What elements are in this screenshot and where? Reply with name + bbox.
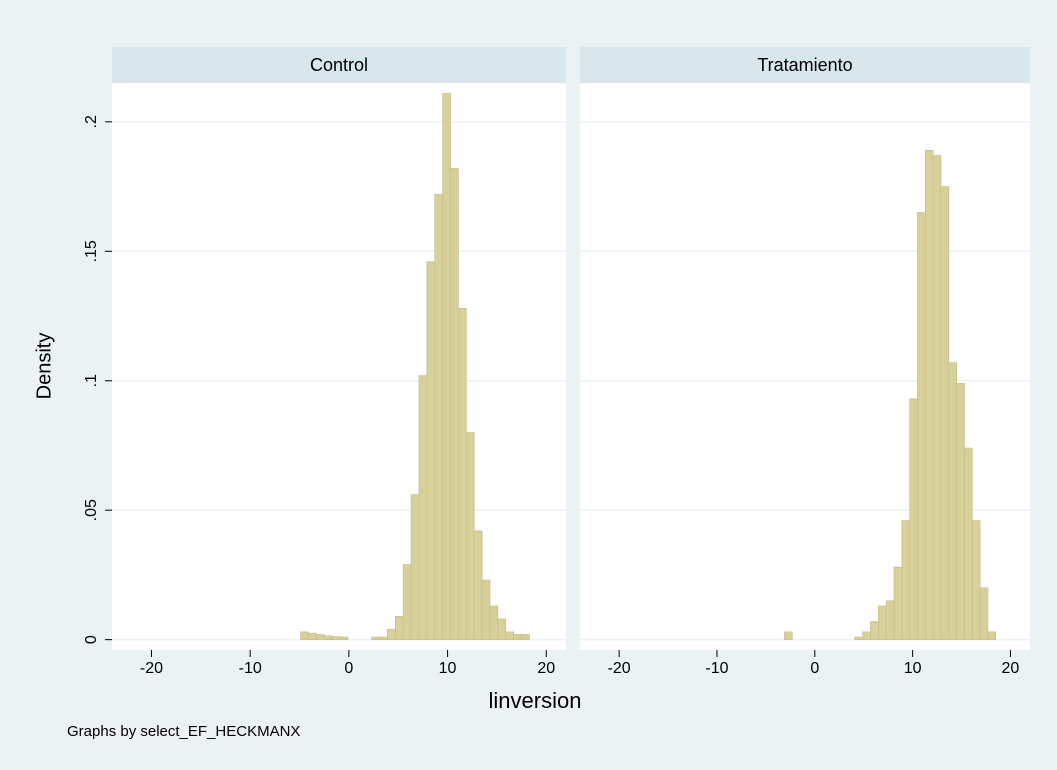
y-tick-label: .15 bbox=[83, 240, 100, 262]
bar bbox=[971, 520, 981, 640]
x-tick-label: 20 bbox=[1002, 660, 1020, 677]
bar bbox=[979, 587, 989, 640]
bar bbox=[521, 634, 530, 640]
bar bbox=[940, 186, 950, 640]
bar bbox=[323, 635, 333, 640]
y-tick-label: .1 bbox=[83, 374, 100, 387]
bar bbox=[402, 564, 412, 640]
panel-title: Tratamiento bbox=[757, 55, 852, 75]
bar bbox=[379, 636, 388, 640]
bar bbox=[956, 383, 965, 640]
bar bbox=[450, 168, 459, 640]
bar bbox=[964, 447, 973, 640]
bar bbox=[418, 375, 428, 640]
bar bbox=[434, 194, 443, 640]
x-tick-label: -10 bbox=[239, 660, 262, 677]
bar bbox=[505, 631, 514, 640]
bar bbox=[893, 566, 903, 640]
bar bbox=[394, 616, 404, 640]
panel-title: Control bbox=[310, 55, 368, 75]
y-axis-label: Density bbox=[33, 333, 55, 400]
bar bbox=[513, 634, 522, 640]
x-tick-label: 0 bbox=[344, 660, 353, 677]
x-tick-label: 10 bbox=[439, 660, 457, 677]
x-tick-label: -20 bbox=[608, 660, 631, 677]
bar bbox=[466, 432, 475, 640]
bar bbox=[784, 631, 793, 640]
panel-strip bbox=[580, 47, 1030, 83]
bar bbox=[948, 362, 957, 640]
bar bbox=[371, 636, 380, 640]
bar bbox=[885, 600, 895, 640]
y-tick-label: 0 bbox=[83, 635, 100, 644]
note: Graphs by select_EF_HECKMANX bbox=[67, 723, 300, 740]
bar bbox=[917, 212, 926, 640]
bar bbox=[932, 155, 942, 640]
bar bbox=[387, 628, 396, 640]
bar bbox=[481, 579, 491, 640]
x-tick-label: -20 bbox=[140, 660, 163, 677]
x-tick-label: 0 bbox=[810, 660, 819, 677]
bar bbox=[909, 398, 918, 640]
x-tick-label: 10 bbox=[904, 660, 922, 677]
x-tick-label: 20 bbox=[537, 660, 555, 677]
bar bbox=[473, 530, 483, 640]
bar bbox=[442, 93, 451, 640]
bar bbox=[925, 150, 934, 640]
bar bbox=[489, 605, 499, 640]
bar bbox=[987, 631, 997, 640]
bar bbox=[315, 634, 325, 640]
bar bbox=[458, 307, 467, 640]
bar bbox=[410, 494, 420, 640]
bar bbox=[300, 631, 309, 640]
bar bbox=[878, 605, 887, 640]
bar bbox=[870, 621, 879, 640]
x-tick-label: -10 bbox=[705, 660, 728, 677]
y-tick-label: .05 bbox=[83, 499, 100, 521]
bar bbox=[901, 520, 910, 640]
bar bbox=[308, 632, 317, 640]
bar bbox=[426, 261, 436, 640]
bar bbox=[331, 636, 341, 640]
bar bbox=[497, 618, 507, 640]
y-tick-label: .2 bbox=[83, 115, 100, 128]
bar bbox=[862, 631, 871, 640]
bar bbox=[854, 636, 864, 640]
x-axis-label: linversion bbox=[489, 688, 582, 713]
bar bbox=[339, 636, 349, 640]
panel-strip bbox=[112, 47, 566, 83]
plot-area bbox=[112, 83, 566, 650]
